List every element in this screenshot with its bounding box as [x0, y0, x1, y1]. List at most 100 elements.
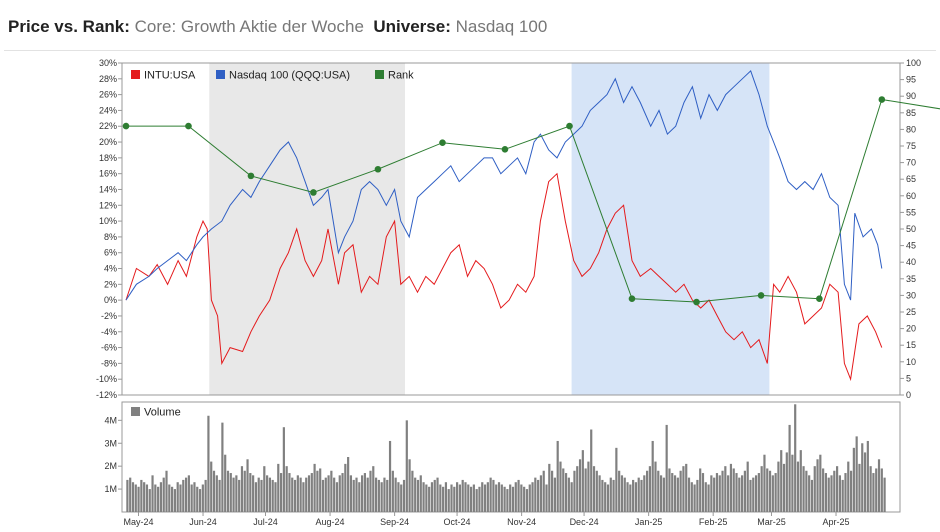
y-right-tick-label: 25	[906, 307, 916, 317]
volume-bar	[363, 473, 366, 512]
volume-bar	[620, 475, 624, 512]
y-left-tick-label: 2%	[104, 279, 117, 289]
volume-bar	[727, 475, 730, 512]
x-tick-label: Sep-24	[380, 517, 409, 527]
volume-bar	[204, 479, 207, 512]
volume-bar	[646, 470, 649, 512]
y-right-tick-label: 15	[906, 340, 916, 350]
volume-bar	[718, 475, 721, 512]
portfolio-name: Core: Growth Aktie der Woche	[134, 17, 364, 36]
volume-bar	[411, 470, 414, 512]
volume-bar	[257, 477, 260, 512]
volume-bar	[453, 486, 456, 512]
volume-bar	[467, 484, 470, 512]
rank-point	[122, 122, 130, 130]
volume-bar	[710, 475, 713, 512]
volume-bar	[780, 450, 783, 512]
volume-bar	[634, 482, 638, 512]
y-right-tick-label: 100	[906, 58, 921, 68]
y-right-tick-label: 20	[906, 324, 916, 334]
rank-point	[374, 165, 382, 173]
volume-bar	[696, 479, 699, 512]
volume-bar	[852, 447, 855, 512]
volume-bar	[134, 484, 137, 512]
volume-bar	[282, 427, 285, 512]
y-right-tick-label: 40	[906, 257, 916, 267]
volume-bar	[785, 452, 788, 512]
volume-bar	[450, 484, 453, 512]
volume-bar	[221, 422, 224, 512]
volume-bar	[458, 484, 461, 512]
volume-bar	[564, 473, 568, 512]
volume-bar	[196, 486, 199, 512]
volume-bar	[428, 486, 431, 512]
volume-bar	[243, 470, 246, 512]
volume-bar	[341, 473, 344, 512]
y-left-tick-label: 8%	[104, 232, 117, 242]
volume-bar	[246, 459, 249, 512]
volume-bar	[137, 486, 140, 512]
volume-bar	[640, 479, 643, 512]
price-vs-rank-label: Price vs. Rank:	[8, 17, 130, 36]
y-right-tick-label: 65	[906, 174, 916, 184]
volume-bar	[824, 473, 828, 512]
volume-bar	[430, 482, 434, 512]
volume-bar	[838, 475, 841, 512]
volume-bar	[327, 475, 330, 512]
volume-bar	[374, 477, 378, 512]
volume-bar	[240, 466, 244, 512]
volume-bar	[131, 482, 135, 512]
y-left-tick-label: 28%	[99, 74, 117, 84]
volume-bar	[433, 479, 436, 512]
y-left-tick-label: -10%	[96, 374, 117, 384]
y-left-tick-label: 24%	[99, 105, 117, 115]
legend-label-2: Nasdaq 100 (QQQ:USA)	[229, 70, 350, 82]
y-right-tick-label: 10	[906, 357, 916, 367]
volume-bar	[201, 484, 204, 512]
volume-bar	[601, 479, 604, 512]
volume-bar	[481, 482, 484, 512]
y-right-tick-label: 85	[906, 108, 916, 118]
volume-bar	[713, 477, 716, 512]
x-tick-label: Jan-25	[635, 517, 663, 527]
volume-bar	[794, 404, 797, 512]
volume-bar	[159, 482, 163, 512]
y-left-tick-label: 26%	[99, 90, 117, 100]
volume-bar	[548, 463, 551, 512]
volume-bar	[866, 440, 869, 512]
volume-bar	[676, 477, 679, 512]
volume-bar	[218, 479, 221, 512]
volume-bar	[682, 466, 685, 512]
series-line-qqq	[125, 70, 883, 301]
volume-bar	[279, 473, 283, 512]
volume-bar	[774, 473, 777, 512]
volume-bar	[559, 461, 562, 512]
volume-bar	[310, 473, 313, 512]
y-left-tick-label: 20%	[99, 137, 117, 147]
y-right-tick-label: 90	[906, 91, 916, 101]
volume-bar	[266, 475, 269, 512]
y-left-tick-label: 6%	[104, 248, 117, 258]
volume-bar	[355, 477, 358, 512]
volume-bar	[637, 477, 640, 512]
volume-bar	[707, 484, 710, 512]
y-left-tick-label: 14%	[99, 184, 117, 194]
volume-bar	[145, 484, 149, 512]
volume-bar	[140, 479, 143, 512]
volume-bar	[757, 473, 760, 512]
volume-bar	[517, 479, 520, 512]
volume-bar	[187, 475, 190, 512]
y-left-tick-label: 30%	[99, 58, 117, 68]
volume-bar	[657, 470, 660, 512]
volume-bar	[469, 486, 473, 512]
volume-bar	[791, 454, 794, 512]
y-left-tick-label: 16%	[99, 169, 117, 179]
volume-bar	[333, 477, 336, 512]
volume-bar	[271, 479, 274, 512]
volume-bar	[654, 461, 657, 512]
volume-bar	[849, 470, 853, 512]
legend-swatch-1	[131, 70, 140, 79]
volume-bar	[659, 475, 663, 512]
volume-bar	[475, 489, 478, 512]
volume-bar	[763, 454, 766, 512]
